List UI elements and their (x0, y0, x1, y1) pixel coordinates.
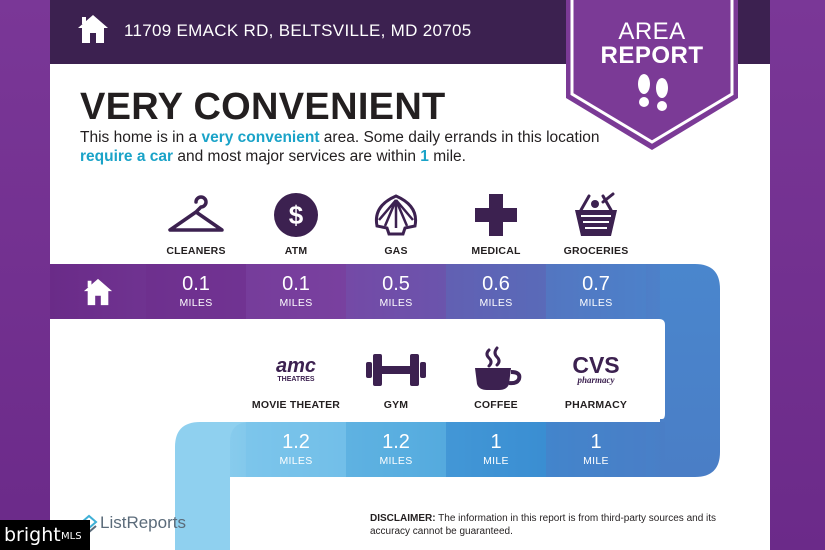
dumbbell-icon (366, 354, 426, 386)
label-gas: GAS (384, 245, 408, 257)
svg-text:pharmacy: pharmacy (577, 375, 616, 385)
distance-pharmacy: 1 MILE (546, 422, 646, 477)
cleaners-icon-cell (146, 192, 246, 238)
bright-mls-watermark: bright MLS (0, 520, 90, 550)
distance-gym: 1.2 MILES (346, 422, 446, 477)
label-gym: GYM (383, 399, 409, 411)
svg-text:$: $ (289, 200, 304, 230)
distance-coffee: 1 MILE (446, 422, 546, 477)
label-coffee: COFFEE (474, 399, 518, 411)
page-title: VERY CONVENIENT (80, 86, 446, 128)
svg-text:CVS: CVS (572, 352, 619, 378)
distance-movie-theater: 1.2 MILES (246, 422, 346, 477)
movie-theater-icon-cell: amc THEATRES (246, 354, 346, 384)
distance-gas: 0.5 MILES (346, 264, 446, 319)
dollar-icon: $ (274, 193, 318, 237)
highlight-very-convenient: very convenient (201, 129, 320, 146)
label-pharmacy: PHARMACY (564, 399, 628, 411)
amc-logo-icon: amc THEATRES (276, 355, 316, 383)
highlight-distance: 1 (420, 148, 429, 165)
basket-icon (575, 192, 617, 236)
gas-icon-cell (346, 192, 446, 238)
disclaimer: DISCLAIMER: The information in this repo… (370, 513, 717, 537)
distance-groceries: 0.7 MILES (546, 264, 646, 319)
watermark-suffix: MLS (61, 531, 82, 542)
left-purple-border (0, 0, 50, 550)
distance-medical: 0.6 MILES (446, 264, 546, 319)
label-groceries: GROCERIES (563, 245, 629, 257)
medical-cross-icon (475, 194, 517, 236)
groceries-icon-cell (546, 192, 646, 238)
label-cleaners: CLEANERS (166, 245, 226, 257)
label-atm: ATM (284, 245, 308, 257)
area-report-badge: AREA REPORT (566, 0, 738, 150)
footprints-icon (638, 74, 668, 111)
atm-icon-cell: $ (246, 192, 346, 238)
listreports-logo: ListReports (80, 512, 210, 534)
label-medical: MEDICAL (471, 245, 521, 257)
watermark-brand: bright (4, 524, 61, 546)
coffee-icon-cell (446, 346, 546, 392)
address-text: 11709 EMACK RD, BELTSVILLE, MD 20705 (124, 21, 472, 40)
right-purple-border (770, 0, 825, 550)
pharmacy-icon-cell: CVS pharmacy (546, 352, 646, 388)
gym-icon-cell (346, 350, 446, 390)
badge-line-report: REPORT (600, 42, 704, 69)
home-icon (78, 15, 108, 43)
hanger-icon (168, 195, 224, 232)
badge-line-area: AREA (618, 18, 686, 45)
summary-text: This home is in a very convenient area. … (80, 129, 600, 165)
cvs-logo-icon: CVS pharmacy (572, 352, 619, 385)
start-home-icon (83, 278, 113, 306)
medical-icon-cell (446, 192, 546, 238)
svg-text:THEATRES: THEATRES (277, 376, 315, 383)
listreports-brand: ListReports (100, 513, 186, 532)
badge-shape (566, 0, 738, 150)
distance-atm: 0.1 MILES (246, 264, 346, 319)
label-movie-theater: MOVIE THEATER (251, 399, 341, 411)
distance-cleaners: 0.1 MILES (146, 264, 246, 319)
svg-text:amc: amc (276, 355, 316, 377)
highlight-require-car: require a car (80, 148, 174, 165)
area-report-card: 11709 EMACK RD, BELTSVILLE, MD 20705 ARE… (50, 0, 770, 550)
shell-icon (374, 194, 418, 236)
coffee-cup-icon (475, 346, 522, 390)
